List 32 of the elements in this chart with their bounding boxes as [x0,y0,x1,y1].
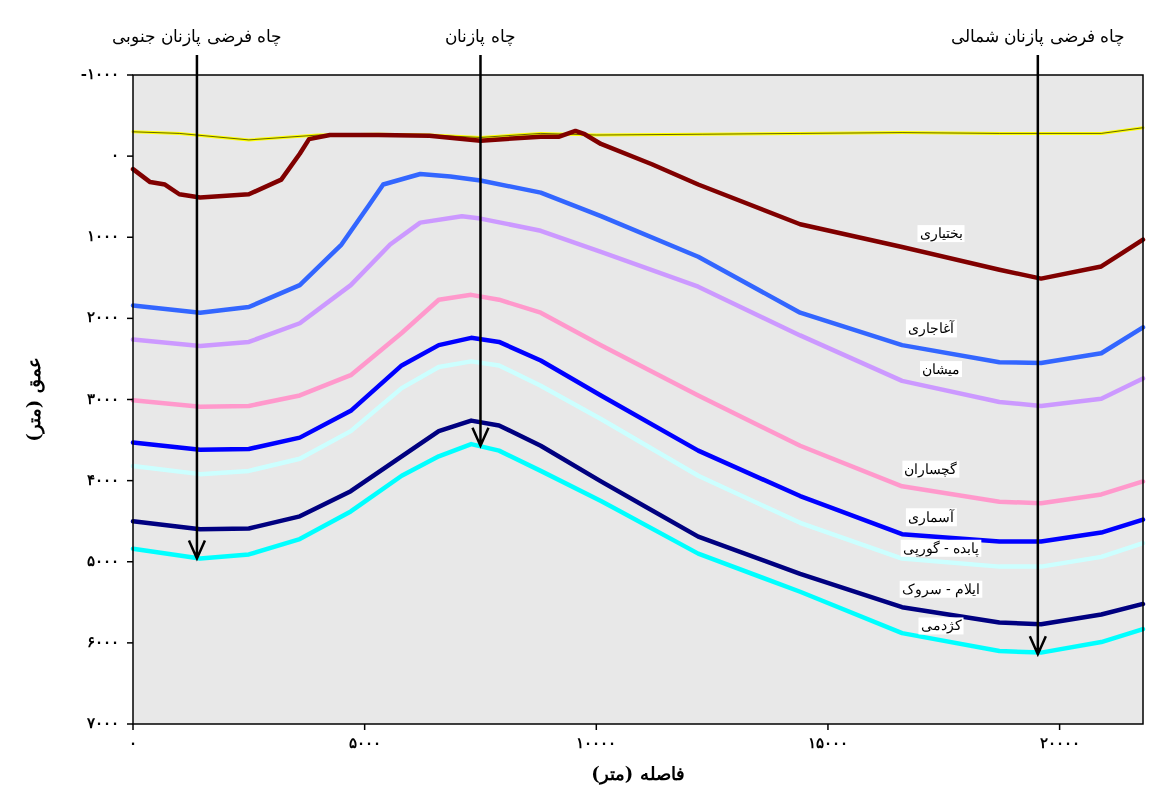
series-label: آسماری [907,508,955,527]
y-axis-title: عمق (متر) [23,357,45,442]
series-label: کژدمی [920,617,962,635]
line-series [130,213,1146,409]
x-tick-label: ۱۰۰۰۰ [576,734,617,752]
x-tick-label: ۰ [129,734,137,752]
x-tick-label: ۵۰۰۰ [348,734,381,752]
y-tick-label: -۱۰۰۰ [80,65,119,83]
series-label: ایلام - سروک [901,580,981,598]
annotation: چاه پازنان [445,26,516,47]
annotation: چاه فرضی پازنان جنوبی [111,26,283,47]
series-label: میشان [922,361,960,378]
x-axis-title: فاصله (متر) [591,763,685,785]
series-label: پابده - گورپی [902,539,980,557]
y-tick-label: ۰ [111,146,119,165]
x-tick-label: ۱۵۰۰۰ [807,734,848,752]
line-series [130,441,1146,655]
line-series [130,128,1146,281]
series-label: آغاجاری [907,319,955,338]
annotation: چاه فرضی پازنان شمالی [950,26,1125,47]
line-series [130,359,1146,569]
y-tick-label: ۳۰۰۰ [87,389,119,408]
line-series [130,292,1146,506]
series-label: گچساران [904,460,958,478]
x-tick-label: ۲۰۰۰۰ [1039,734,1080,752]
y-tick-label: ۱۰۰۰ [87,227,119,246]
y-tick-label: ۲۰۰۰ [87,308,119,327]
series-label: بختیاری [919,225,963,243]
y-tick-label: ۶۰۰۰ [87,632,119,651]
y-tick-label: ۷۰۰۰ [86,714,119,732]
y-tick-label: ۵۰۰۰ [87,551,119,570]
y-tick-label: ۴۰۰۰ [87,470,119,489]
